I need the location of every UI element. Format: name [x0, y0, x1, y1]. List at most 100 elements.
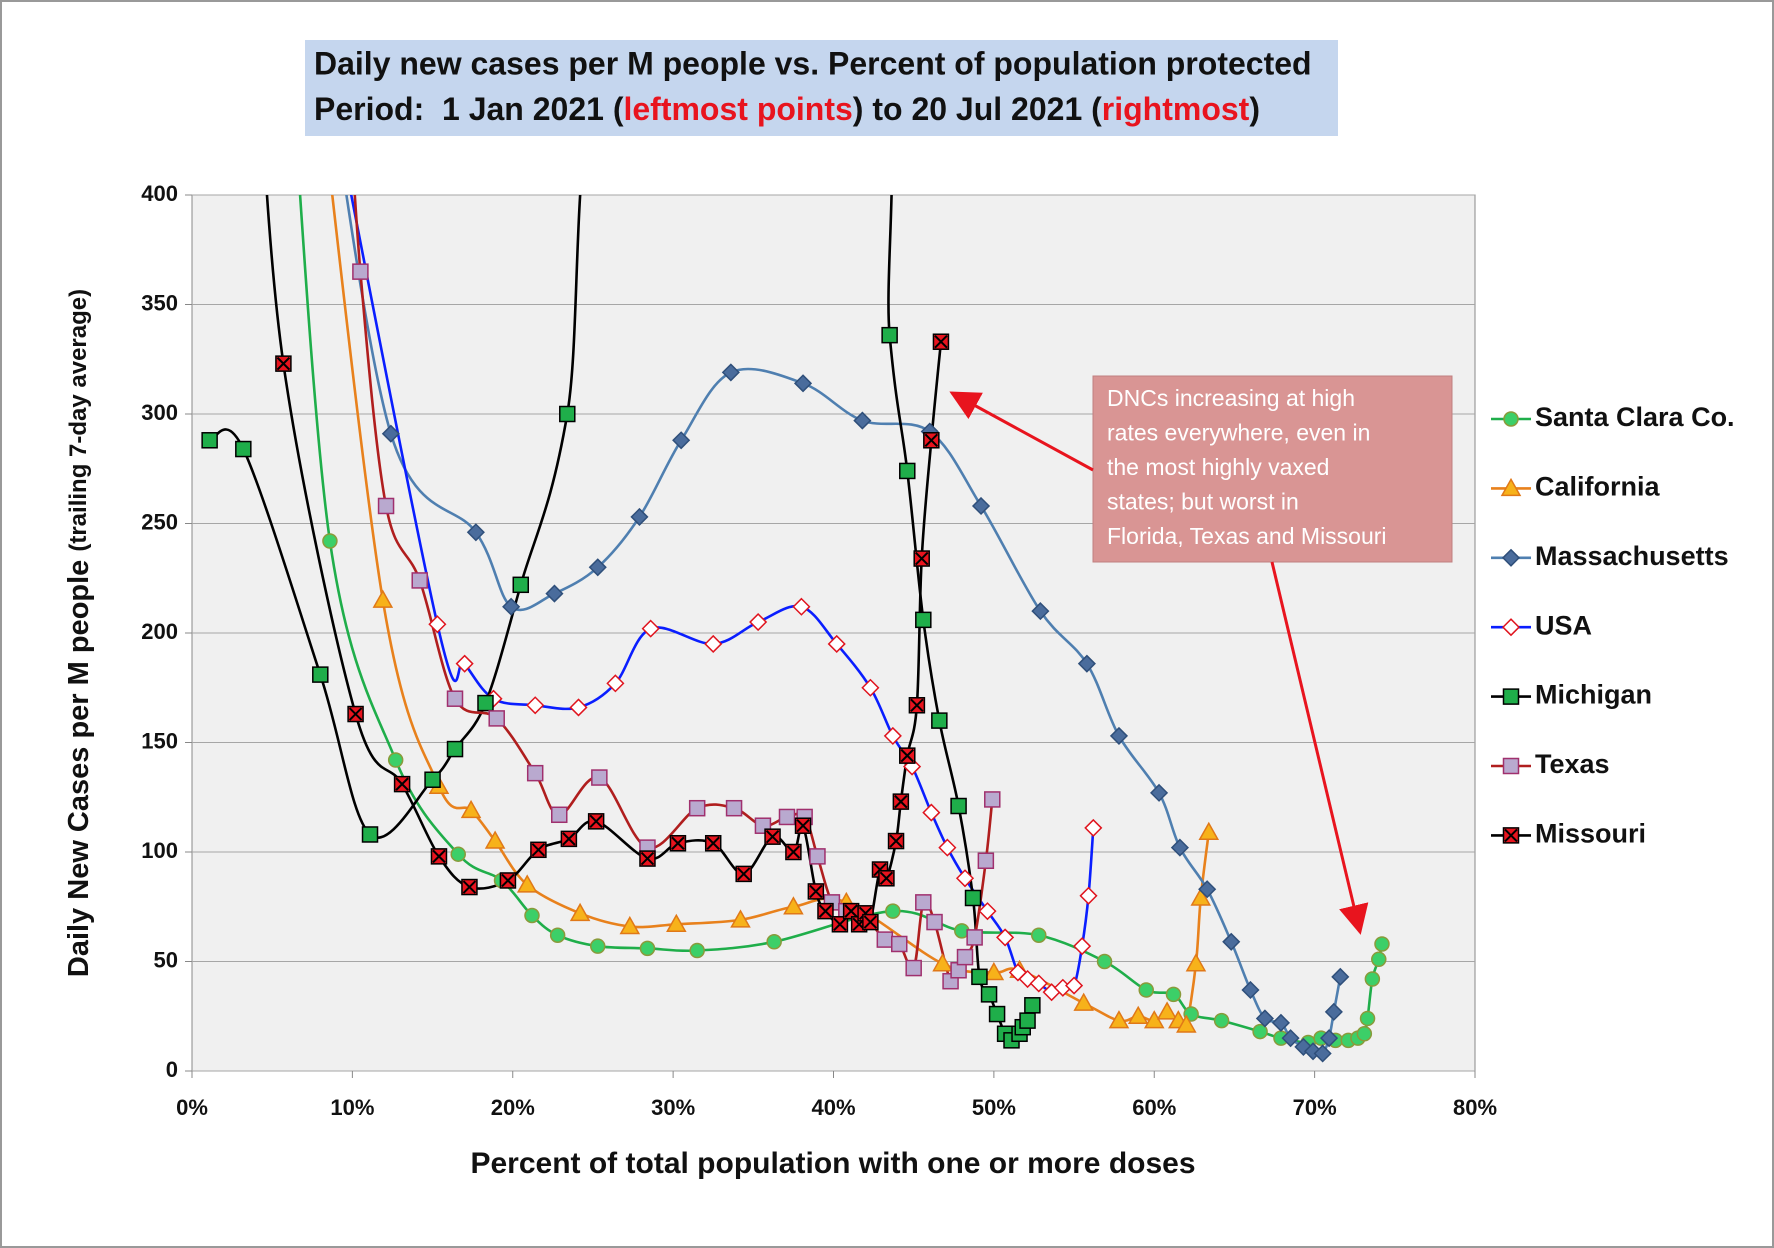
data-point [966, 929, 983, 946]
data-point [512, 576, 530, 594]
y-tick-label: 100 [141, 838, 178, 863]
data-point [1281, 1029, 1300, 1048]
legend-label: USA [1535, 610, 1592, 640]
y-tick-label: 250 [141, 509, 178, 534]
data-point [641, 619, 660, 638]
data-point [793, 374, 813, 393]
annotation-arrow [949, 391, 1094, 472]
legend-marker [1502, 688, 1520, 705]
subtitle-part: leftmost points [623, 91, 852, 127]
legend-marker [1500, 477, 1522, 497]
data-point [876, 931, 894, 948]
data-point [1109, 726, 1129, 745]
data-point [411, 572, 428, 589]
data-point [885, 903, 901, 919]
data-point [861, 678, 880, 697]
y-tick-label: 0 [166, 1057, 178, 1082]
data-point [526, 696, 545, 715]
marker-cross [395, 777, 409, 791]
data-point [926, 913, 943, 931]
data-point [619, 915, 641, 935]
data-point [524, 907, 540, 924]
data-point [1374, 936, 1390, 952]
y-tick-label: 200 [141, 619, 178, 644]
annotation-box [1092, 375, 1453, 563]
data-point [1198, 880, 1217, 899]
marker-cross [914, 551, 929, 566]
data-point [455, 654, 474, 673]
marker-cross [844, 904, 858, 918]
data-point [899, 462, 916, 480]
marker-cross [900, 748, 914, 763]
data-point [1222, 932, 1241, 951]
data-point [569, 698, 588, 717]
legend-marker [1501, 548, 1521, 567]
data-point [1170, 838, 1189, 857]
annotation-line: states; but worst in [1107, 489, 1299, 515]
data-point [891, 935, 908, 953]
marker-cross [924, 433, 939, 447]
legend-label: Massachusetts [1535, 541, 1729, 571]
data-point [1176, 1014, 1197, 1033]
data-point [809, 848, 826, 865]
data-point [984, 791, 1001, 808]
annotation-line: DNCs increasing at high [1107, 385, 1355, 411]
data-point [1031, 602, 1050, 621]
y-tick-label: 300 [141, 400, 178, 425]
series-line [209, 195, 1034, 1042]
data-point [853, 411, 872, 430]
y-tick-label: 400 [141, 181, 178, 206]
data-point [964, 889, 982, 907]
data-point [983, 961, 1005, 981]
marker-cross [640, 851, 655, 866]
data-point [446, 740, 464, 758]
data-point [721, 363, 740, 382]
data-point [932, 953, 953, 972]
data-point [938, 838, 957, 857]
data-point [591, 769, 608, 786]
marker-cross [462, 880, 477, 894]
annotation-arrow [1270, 561, 1369, 935]
legend-label: Missouri [1535, 819, 1646, 849]
data-point [1255, 1009, 1274, 1028]
data-point [905, 959, 922, 977]
data-point [1165, 986, 1182, 1003]
data-point [672, 431, 691, 450]
marker-cross [796, 819, 810, 833]
marker-cross [589, 814, 603, 829]
subtitle-part: Period: 1 Jan 2021 ( [314, 91, 624, 127]
data-point [1024, 997, 1041, 1014]
data-point [1029, 974, 1048, 993]
data-point [446, 690, 464, 707]
data-point [484, 830, 506, 849]
data-point [978, 902, 997, 921]
data-point [704, 634, 723, 654]
chart-title: Daily new cases per M people vs. Percent… [314, 45, 1312, 81]
data-point [971, 968, 988, 986]
marker-cross [833, 917, 847, 931]
data-point [1356, 1026, 1373, 1042]
data-point [1252, 1023, 1268, 1040]
data-point [1079, 886, 1098, 905]
data-point [977, 852, 995, 870]
data-point [377, 497, 395, 515]
x-axis-label: Percent of total population with one or … [470, 1147, 1195, 1180]
data-point [915, 894, 932, 911]
data-point [488, 710, 505, 727]
x-tick-label: 30% [651, 1095, 695, 1120]
y-tick-label: 350 [141, 290, 178, 315]
data-point [516, 874, 538, 893]
data-point [460, 799, 482, 819]
data-point [922, 803, 941, 822]
x-tick-label: 20% [491, 1095, 535, 1120]
data-point [1241, 980, 1260, 1000]
data-point [372, 589, 394, 608]
data-point [883, 726, 902, 745]
marker-cross [562, 832, 576, 846]
data-point [1324, 1002, 1343, 1021]
x-tick-label: 60% [1132, 1095, 1176, 1120]
y-label-part: (trailing 7-day average) [65, 289, 92, 552]
marker-cross [934, 335, 948, 349]
data-point [381, 424, 400, 443]
